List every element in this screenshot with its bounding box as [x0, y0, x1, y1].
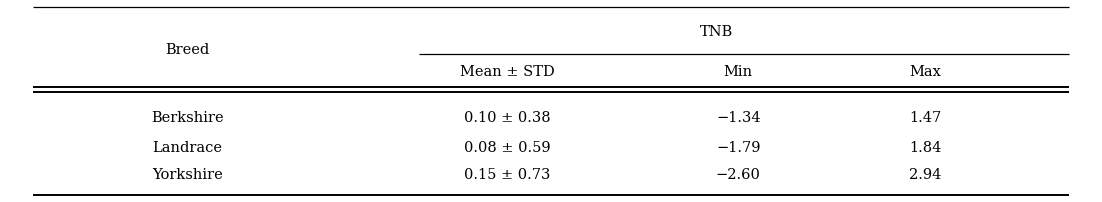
Text: 0.10 ± 0.38: 0.10 ± 0.38: [464, 110, 550, 124]
Text: Berkshire: Berkshire: [151, 110, 224, 124]
Text: −1.79: −1.79: [716, 140, 760, 154]
Text: 1.84: 1.84: [909, 140, 942, 154]
Text: Min: Min: [724, 64, 753, 78]
Text: 1.47: 1.47: [909, 110, 942, 124]
Text: Breed: Breed: [165, 43, 209, 57]
Text: Max: Max: [910, 64, 941, 78]
Text: 0.15 ± 0.73: 0.15 ± 0.73: [464, 167, 550, 181]
Text: Yorkshire: Yorkshire: [152, 167, 223, 181]
Text: 0.08 ± 0.59: 0.08 ± 0.59: [464, 140, 550, 154]
Text: TNB: TNB: [700, 24, 733, 38]
Text: 2.94: 2.94: [909, 167, 942, 181]
Text: −2.60: −2.60: [716, 167, 760, 181]
Text: −1.34: −1.34: [716, 110, 760, 124]
Text: Mean ± STD: Mean ± STD: [460, 64, 554, 78]
Text: Landrace: Landrace: [152, 140, 223, 154]
